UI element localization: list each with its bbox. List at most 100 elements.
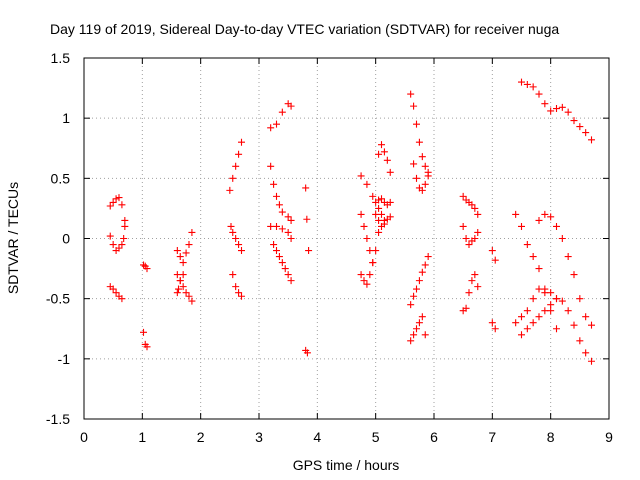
data-point — [372, 247, 380, 255]
data-point — [143, 343, 151, 351]
data-point — [474, 210, 482, 218]
data-point — [529, 319, 537, 327]
x-tick-label: 6 — [430, 429, 438, 445]
x-tick-label: 1 — [138, 429, 146, 445]
data-point — [553, 222, 560, 230]
data-point — [366, 247, 374, 255]
x-tick-label: 4 — [313, 429, 321, 445]
data-point — [471, 204, 479, 212]
data-point — [576, 123, 584, 131]
data-point — [226, 186, 234, 194]
data-point — [570, 321, 578, 329]
data-point — [270, 241, 278, 249]
data-point — [360, 222, 368, 230]
data-point — [275, 253, 283, 261]
data-point — [421, 331, 429, 339]
data-point — [118, 201, 126, 209]
data-point — [112, 247, 120, 255]
data-point — [238, 247, 245, 255]
data-point — [413, 120, 420, 128]
data-point — [570, 271, 578, 279]
data-point — [273, 247, 280, 255]
data-point — [109, 241, 117, 249]
data-point — [182, 289, 190, 297]
y-tick-labels: -1.5 -1 -0.5 0 0.5 1 1.5 — [46, 50, 70, 427]
data-point — [576, 295, 584, 303]
data-point — [547, 289, 555, 297]
data-point — [267, 124, 275, 132]
data-point — [357, 172, 365, 180]
data-point — [278, 208, 286, 216]
data-point — [553, 105, 560, 113]
data-point — [140, 261, 147, 269]
data-point — [229, 271, 237, 279]
data-point — [303, 349, 311, 357]
data-point — [547, 301, 555, 309]
data-point — [558, 103, 566, 111]
data-point — [185, 241, 193, 249]
data-point — [278, 259, 286, 267]
data-point — [287, 102, 295, 110]
x-tick-label: 9 — [605, 429, 613, 445]
data-point — [143, 265, 151, 273]
data-point — [462, 235, 470, 242]
data-point — [588, 321, 595, 329]
data-point — [173, 247, 181, 255]
data-point — [175, 285, 182, 293]
y-tick-label: 1.5 — [51, 50, 71, 66]
data-point — [407, 301, 415, 309]
data-point — [284, 271, 292, 279]
data-point — [535, 313, 543, 321]
data-point — [235, 241, 243, 249]
data-point — [278, 108, 286, 116]
data-point — [284, 228, 292, 236]
data-point — [474, 228, 482, 236]
x-tick-label: 8 — [547, 429, 555, 445]
data-point — [564, 253, 572, 261]
data-point — [410, 292, 418, 300]
data-point — [588, 357, 595, 365]
data-point — [459, 222, 467, 230]
data-point — [109, 198, 117, 206]
data-point — [273, 222, 280, 230]
data-point — [227, 222, 235, 230]
axis-ticks — [83, 57, 610, 420]
data-point — [418, 268, 426, 276]
data-point — [465, 289, 473, 297]
data-point — [232, 283, 240, 291]
data-point — [553, 295, 560, 303]
data-point — [413, 325, 420, 333]
data-point — [375, 228, 383, 236]
data-point — [375, 216, 383, 224]
data-point — [357, 271, 365, 279]
data-point — [173, 271, 181, 279]
data-point — [185, 292, 193, 300]
data-point — [468, 201, 476, 209]
x-axis-label: GPS time / hours — [293, 457, 400, 473]
data-point — [415, 277, 423, 285]
data-point — [278, 225, 286, 233]
data-point — [523, 325, 531, 333]
data-point — [410, 331, 418, 339]
x-tick-label: 7 — [488, 429, 496, 445]
data-point — [465, 241, 473, 249]
data-point — [523, 241, 531, 249]
data-point — [121, 216, 129, 224]
data-point — [558, 235, 566, 242]
data-point — [106, 232, 114, 240]
data-point — [188, 297, 196, 305]
data-point — [287, 216, 295, 224]
data-point — [270, 180, 278, 188]
data-point — [112, 195, 120, 203]
x-tick-label: 5 — [372, 429, 380, 445]
data-point — [518, 222, 525, 230]
data-point — [488, 319, 496, 327]
data-point — [281, 265, 289, 273]
data-point — [238, 138, 245, 146]
data-points — [106, 78, 595, 365]
data-point — [535, 216, 543, 224]
data-point — [363, 235, 371, 242]
data-point — [471, 271, 479, 279]
data-point — [512, 210, 520, 218]
